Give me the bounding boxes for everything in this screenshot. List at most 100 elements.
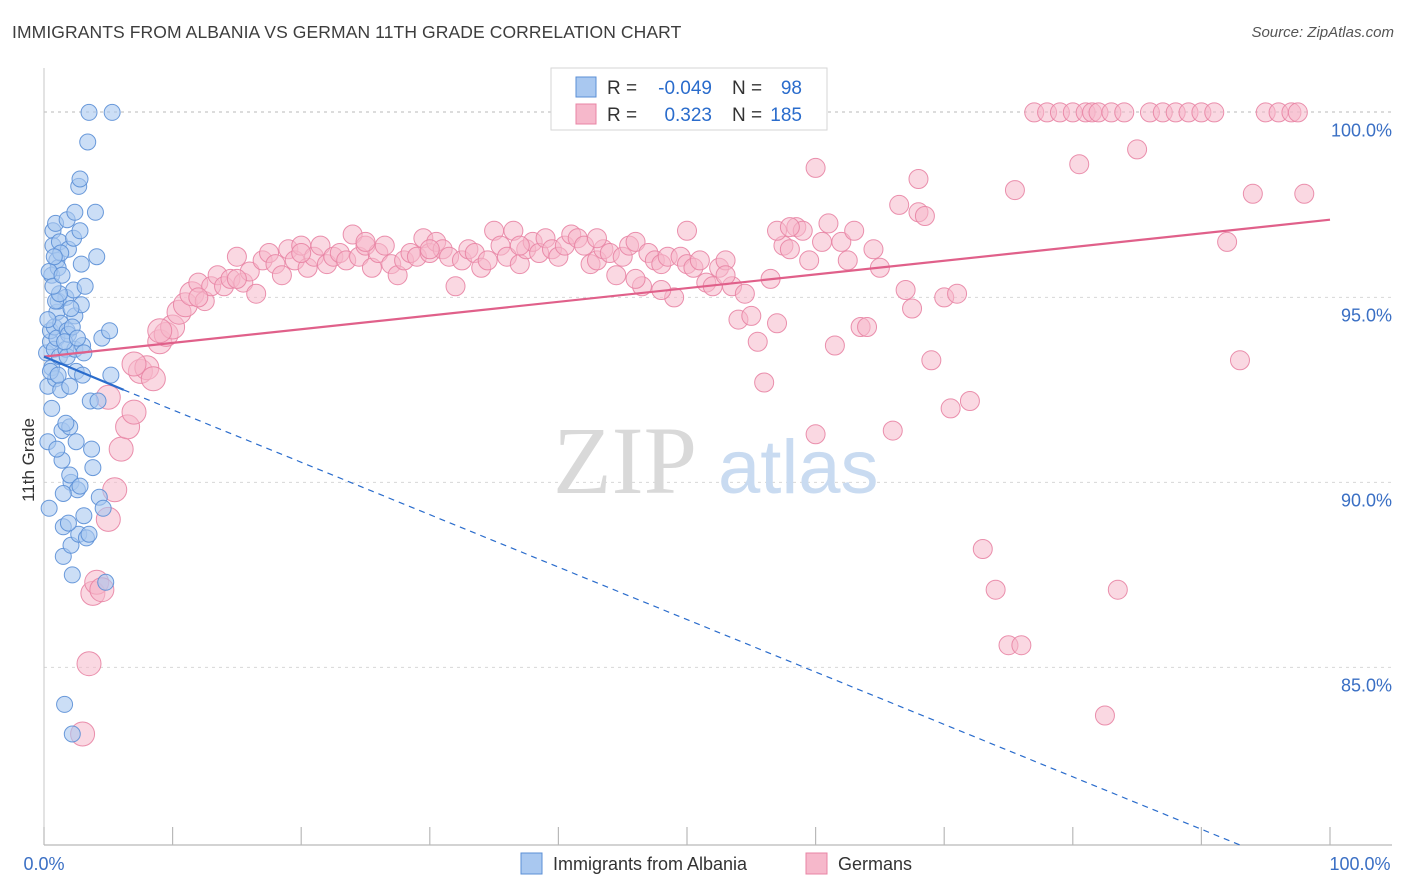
- germans-point: [374, 235, 395, 256]
- x-axis-ticks: [43, 827, 1331, 845]
- germans-point: [121, 399, 147, 425]
- germans-point: [857, 317, 878, 337]
- germans-point: [921, 350, 942, 371]
- albania-point: [83, 440, 101, 458]
- albania-point: [67, 433, 85, 451]
- albania-point: [56, 695, 74, 713]
- germans-point: [837, 250, 858, 271]
- germans-point: [812, 231, 833, 252]
- grid-lines: [44, 111, 1392, 668]
- albania-point: [61, 466, 79, 484]
- legend-r-label-1: R =: [607, 78, 637, 99]
- germans-point: [355, 231, 376, 252]
- bottom-legend-label-albania: Immigrants from Albania: [553, 854, 748, 874]
- germans-point: [291, 243, 312, 263]
- germans-point: [959, 391, 980, 411]
- germans-point: [477, 250, 498, 271]
- watermark: ZIP atlas: [553, 407, 879, 514]
- germans-point: [818, 213, 839, 234]
- germans-point: [947, 283, 968, 304]
- albania-point: [66, 203, 84, 221]
- germans-point: [940, 398, 961, 419]
- germans-point: [767, 313, 788, 334]
- germans-point: [147, 318, 173, 344]
- albania-point: [48, 440, 66, 458]
- albania-point: [101, 322, 119, 340]
- germans-point: [445, 276, 466, 297]
- germans-point: [779, 239, 800, 260]
- germans-point: [625, 231, 646, 252]
- source-label: Source: ZipAtlas.com: [1251, 24, 1394, 41]
- germans-point: [226, 246, 247, 267]
- germans-point: [1094, 705, 1115, 726]
- germans-point: [779, 217, 800, 238]
- albania-point: [79, 133, 97, 151]
- albania-trend-line-dashed: [123, 389, 1241, 846]
- y-tick-labels: 85.0% 90.0% 95.0% 100.0%: [1331, 120, 1392, 695]
- albania-point: [103, 103, 121, 121]
- bottom-legend-label-germans: Germans: [838, 854, 912, 874]
- legend-r-value-1: -0.049: [658, 78, 712, 99]
- legend-n-value-2: 185: [770, 105, 802, 126]
- legend-r-label-2: R =: [607, 105, 637, 126]
- albania-point: [57, 414, 75, 432]
- albania-point: [102, 366, 120, 384]
- albania-point: [88, 248, 106, 266]
- albania-point: [94, 499, 112, 517]
- germans-points: [70, 102, 1315, 747]
- germans-point: [108, 436, 134, 462]
- legend-box: R = -0.049 N = 98 R = 0.323 N = 185: [550, 67, 828, 131]
- albania-point: [68, 329, 86, 347]
- germans-point: [419, 239, 440, 260]
- albania-point: [97, 573, 115, 591]
- germans-point: [625, 268, 646, 289]
- watermark-zip: ZIP: [553, 407, 697, 514]
- germans-point: [831, 231, 852, 252]
- albania-point: [63, 566, 81, 584]
- germans-point: [76, 651, 102, 677]
- germans-point: [140, 366, 166, 392]
- axes: [43, 68, 1392, 846]
- albania-point: [59, 514, 77, 532]
- legend-swatch-germans: [575, 103, 597, 125]
- germans-point: [715, 265, 736, 286]
- germans-point: [246, 283, 267, 304]
- germans-point: [914, 206, 935, 226]
- germans-point: [805, 157, 826, 178]
- y-tick-label: 90.0%: [1341, 490, 1392, 510]
- germans-point: [271, 265, 292, 286]
- germans-point: [606, 265, 627, 286]
- germans-point: [805, 424, 826, 445]
- germans-point: [1294, 183, 1315, 204]
- albania-point: [75, 507, 93, 525]
- albania-point: [80, 525, 98, 543]
- germans-point: [226, 268, 247, 289]
- germans-point: [902, 298, 923, 319]
- germans-point: [985, 579, 1006, 600]
- albania-point: [71, 170, 89, 188]
- albania-point: [40, 499, 58, 517]
- legend-n-label-1: N =: [732, 78, 762, 99]
- watermark-atlas: atlas: [718, 425, 879, 510]
- germans-point: [509, 235, 530, 256]
- germans-point: [121, 351, 147, 377]
- germans-point: [586, 228, 607, 249]
- germans-trend-line: [43, 218, 1331, 358]
- germans-point: [741, 305, 762, 326]
- germans-point: [844, 220, 865, 241]
- albania-trend-line: [43, 355, 125, 391]
- x-tick-label-max: 100.0%: [1329, 854, 1390, 874]
- germans-point: [1004, 180, 1025, 201]
- germans-point: [972, 539, 993, 559]
- germans-point: [895, 280, 916, 300]
- bottom-legend: Immigrants from Albania Germans: [520, 852, 912, 875]
- x-tick-label-min: 0.0%: [23, 854, 64, 874]
- albania-point: [63, 725, 81, 743]
- albania-point: [54, 485, 72, 502]
- albania-point: [86, 203, 104, 221]
- germans-point: [863, 239, 884, 260]
- y-axis-label: 11th Grade: [19, 418, 38, 502]
- albania-point: [62, 300, 80, 317]
- legend-n-value-1: 98: [781, 78, 802, 99]
- germans-point: [889, 194, 910, 215]
